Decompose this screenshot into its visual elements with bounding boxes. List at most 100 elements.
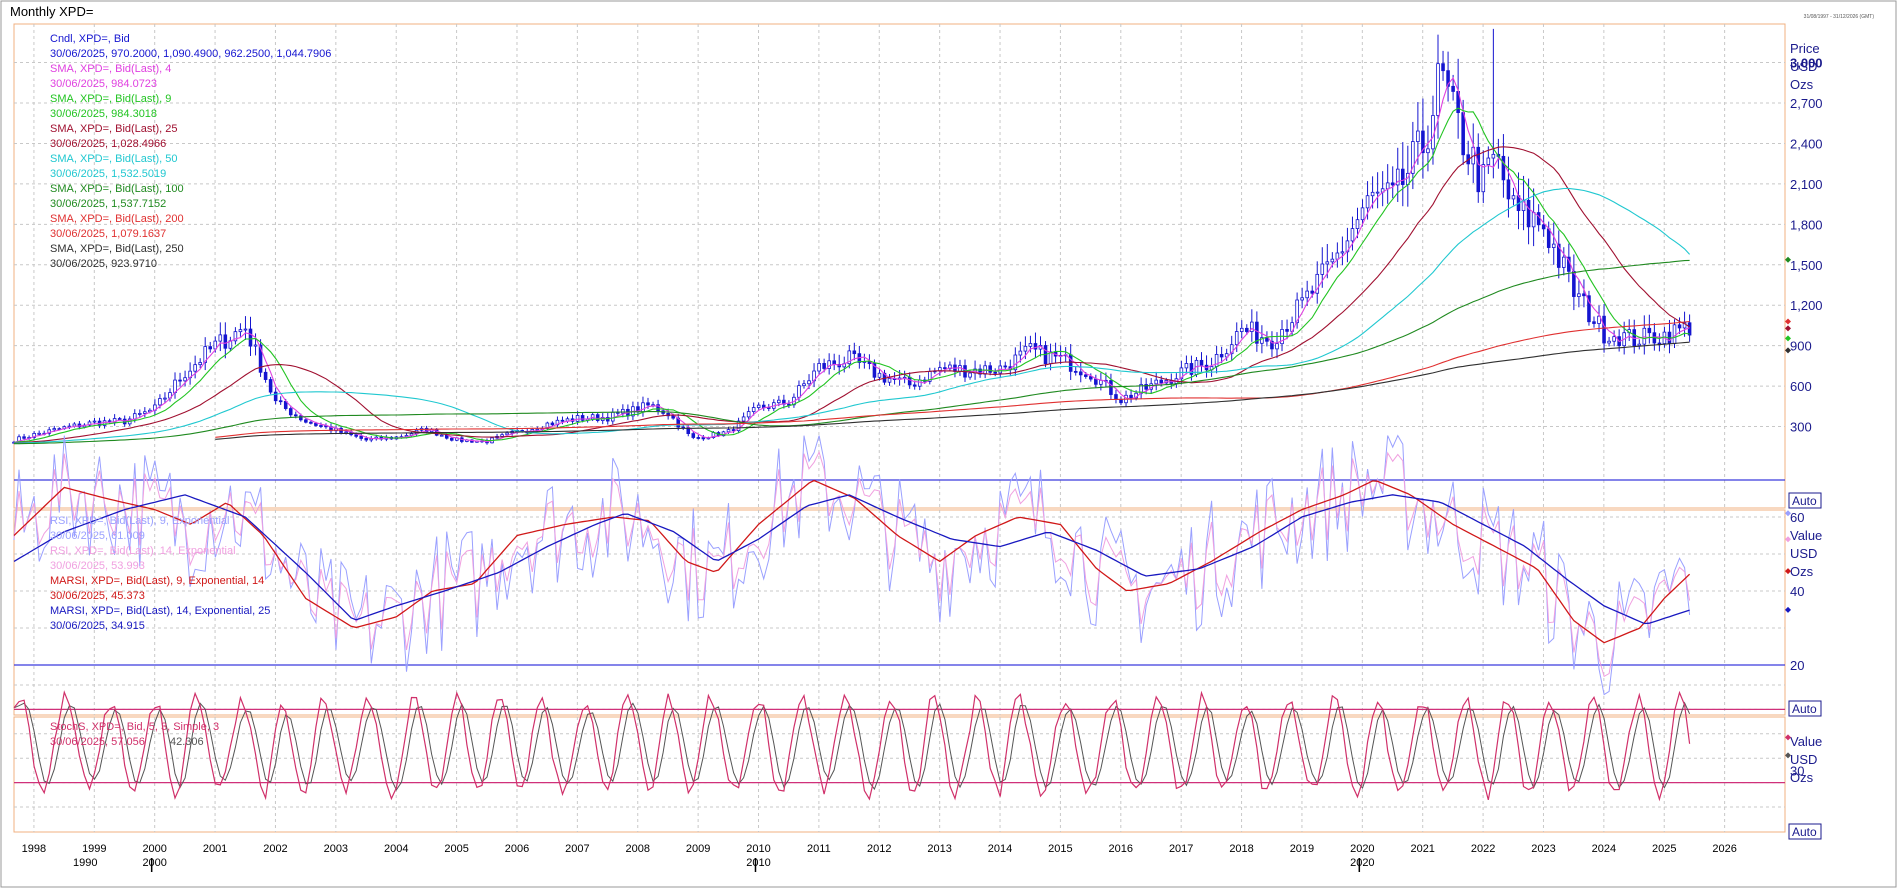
candle-body [233, 331, 238, 342]
candle-body [344, 431, 348, 434]
auto-scale-button-rsi[interactable] [1788, 700, 1822, 717]
candle-body [1562, 256, 1566, 268]
price-tick-label: 300 [1790, 420, 1812, 435]
candle-body [1541, 224, 1546, 230]
candle-body [1556, 243, 1561, 268]
candle-body [1239, 327, 1244, 332]
year-tick-label: 1998 [22, 843, 46, 855]
candle-body [1295, 299, 1299, 324]
candle-body [550, 422, 555, 426]
candle-body [1511, 195, 1516, 200]
rsi-legend-label: MARSI, XPD=, Bid(Last), 14, Exponential,… [50, 605, 270, 617]
candle-body [1320, 263, 1325, 275]
candle-body [238, 329, 243, 333]
candle-body [1154, 379, 1159, 385]
year-tick-label: 2002 [263, 843, 287, 855]
marsi-14-line [13, 494, 1690, 625]
year-tick-label: 2007 [565, 843, 589, 855]
candle-body [1028, 343, 1033, 347]
stoch-marker-diamond [1785, 752, 1791, 759]
candle-body [807, 380, 811, 385]
price-legend-label: SMA, XPD=, Bid(Last), 50 [50, 153, 177, 165]
price-legend-value: 30/06/2025, 1,537.7152 [50, 198, 166, 210]
candle-body [580, 415, 585, 421]
candle-body [1647, 327, 1652, 334]
candle-body [1305, 290, 1309, 299]
candle-body [1023, 345, 1028, 352]
candle-body [208, 346, 213, 350]
stoch-d-line [13, 701, 1691, 791]
candle-body [1189, 363, 1194, 375]
price-tick-label: 1,800 [1790, 217, 1823, 232]
candle-body [449, 437, 454, 441]
auto-scale-button-stoch[interactable] [1788, 823, 1822, 840]
candle-body [299, 415, 303, 421]
candle-body [595, 414, 600, 421]
candle-body [1083, 374, 1088, 377]
candle-body [1642, 327, 1647, 345]
candle-body [1607, 340, 1611, 344]
candle-body [1365, 195, 1370, 209]
candle-body [319, 425, 323, 427]
price-marker-diamond [1785, 256, 1791, 263]
pane-frame-rsi [13, 509, 1786, 716]
candle-body [1370, 191, 1375, 197]
price-marker-diamond [1785, 325, 1791, 332]
candle-body [621, 408, 625, 414]
candle-body [203, 346, 207, 363]
candle-body [32, 433, 36, 438]
candle-body [1003, 365, 1008, 368]
price-tick-label: 600 [1790, 379, 1812, 394]
candle-body [288, 408, 293, 416]
candle-body [138, 413, 142, 415]
candle-body [1446, 70, 1450, 87]
year-tick-label: 2000 [142, 843, 166, 855]
stoch-legend-value: 30/06/2025, 57.056 [50, 736, 145, 748]
auto-scale-button-price[interactable] [1788, 492, 1822, 509]
candle-body [1441, 63, 1445, 72]
candle-body [731, 429, 736, 432]
candle-body [1612, 336, 1616, 342]
candle-body [887, 378, 892, 383]
candle-body [1390, 182, 1395, 186]
candle-body [988, 365, 992, 373]
year-tick-label: 2011 [807, 843, 831, 855]
candle-body [555, 419, 560, 426]
candle-body [1360, 207, 1365, 221]
candle-body [143, 411, 147, 414]
decade-tick-label: 2000 [142, 857, 166, 869]
decade-tick-label: 2020 [1350, 857, 1374, 869]
candle-body [641, 402, 645, 413]
candle-body [1551, 243, 1556, 248]
candle-body [751, 407, 756, 412]
price-legend-label: SMA, XPD=, Bid(Last), 200 [50, 213, 184, 225]
price-legend-label: SMA, XPD=, Bid(Last), 250 [50, 243, 184, 255]
price-legend-label: Cndl, XPD=, Bid [50, 33, 130, 45]
price-tick-label: 900 [1790, 339, 1812, 354]
candle-body [872, 363, 877, 378]
price-legend-label: SMA, XPD=, Bid(Last), 25 [50, 123, 177, 135]
year-tick-label: 2008 [626, 843, 650, 855]
sma-200-line [215, 320, 1690, 438]
sma-25-line [13, 146, 1690, 444]
rsi-marker-diamond [1785, 536, 1791, 543]
candle-body [1602, 315, 1606, 344]
candle-body [268, 379, 273, 393]
candle-body [1184, 363, 1189, 369]
candle-body [761, 404, 766, 408]
candle-body [993, 371, 997, 374]
window-title: Monthly XPD= [10, 4, 94, 19]
candle-body [1481, 164, 1486, 193]
sma-50-line [13, 187, 1691, 444]
candle-body [1582, 293, 1586, 297]
year-tick-label: 2013 [927, 843, 951, 855]
candle-body [500, 434, 504, 437]
auto-scale-label: Auto [1792, 702, 1817, 716]
candle-body [1300, 297, 1304, 301]
candle-body [560, 419, 565, 422]
candle-body [1270, 340, 1274, 350]
rsi-9-line [13, 434, 1691, 696]
candle-body [1099, 379, 1103, 385]
candle-body [223, 334, 228, 349]
